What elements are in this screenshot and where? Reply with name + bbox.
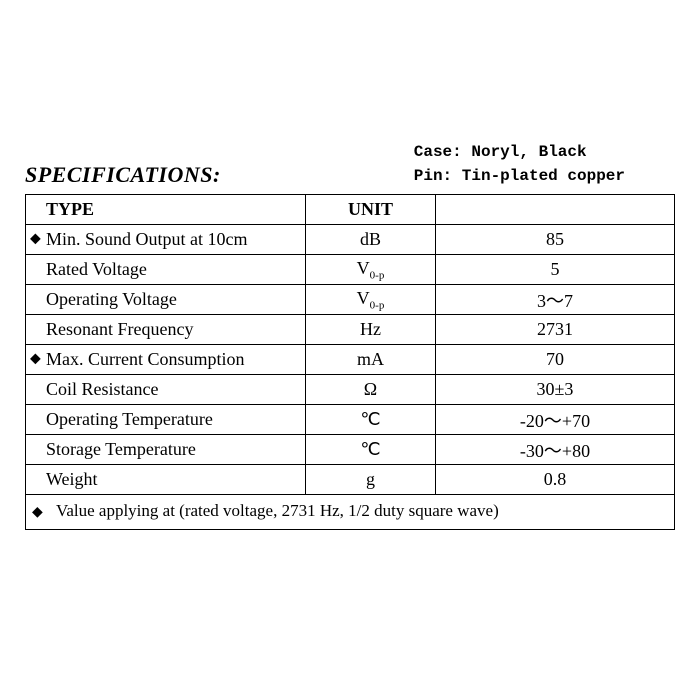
pin-label: Pin: [414, 167, 452, 185]
footnote-row: ◆ Value applying at (rated voltage, 2731… [26, 495, 675, 530]
unit-cell: Ω [306, 375, 436, 405]
table-row: Resonant Frequency Hz2731 [26, 315, 675, 345]
header-row: SPECIFICATIONS: Case: Noryl, Black Pin: … [25, 140, 675, 188]
table-row: ◆ Max. Current Consumption mA70 [26, 345, 675, 375]
table-row: Operating VoltageV0-p3～7 [26, 285, 675, 315]
type-cell: ◆ Min. Sound Output at 10cm [26, 225, 306, 255]
value-cell: 0.8 [436, 465, 675, 495]
section-title: SPECIFICATIONS: [25, 162, 221, 188]
pin-value: Tin-plated copper [462, 167, 625, 185]
value-cell: 3～7 [436, 285, 675, 315]
type-label: Min. Sound Output at 10cm [46, 229, 248, 249]
table-row: Operating Temperature ℃-20～+70 [26, 405, 675, 435]
value-cell: 2731 [436, 315, 675, 345]
unit-main: V [357, 288, 370, 308]
case-label: Case: [414, 143, 462, 161]
value-cell: -30～+80 [436, 435, 675, 465]
unit-main: V [357, 258, 370, 278]
case-value: Noryl, Black [471, 143, 586, 161]
type-cell: Weight [26, 465, 306, 495]
diamond-icon: ◆ [30, 230, 41, 247]
type-label: Operating Voltage [46, 289, 177, 309]
value-cell: 70 [436, 345, 675, 375]
table-row: ◆ Min. Sound Output at 10cm dB85 [26, 225, 675, 255]
type-label: Rated Voltage [46, 259, 147, 279]
table-row: Storage Temperature ℃-30～+80 [26, 435, 675, 465]
type-cell: ◆ Max. Current Consumption [26, 345, 306, 375]
unit-cell: g [306, 465, 436, 495]
unit-cell: ℃ [306, 405, 436, 435]
type-label: Max. Current Consumption [46, 349, 245, 369]
col-header-value [436, 195, 675, 225]
unit-cell: Hz [306, 315, 436, 345]
footnote-text: Value applying at (rated voltage, 2731 H… [56, 501, 499, 520]
unit-sub: 0-p [370, 269, 385, 281]
col-header-type: TYPE [26, 195, 306, 225]
type-label: Weight [46, 469, 98, 489]
type-cell: Resonant Frequency [26, 315, 306, 345]
table-row: Weight g0.8 [26, 465, 675, 495]
value-cell: -20～+70 [436, 405, 675, 435]
spec-table: TYPE UNIT ◆ Min. Sound Output at 10cm dB85… [25, 194, 675, 530]
type-label: Resonant Frequency [46, 319, 193, 339]
spec-sheet: SPECIFICATIONS: Case: Noryl, Black Pin: … [25, 140, 675, 530]
value-cell: 30±3 [436, 375, 675, 405]
type-label: Operating Temperature [46, 409, 213, 429]
type-cell: Storage Temperature [26, 435, 306, 465]
type-cell: Operating Temperature [26, 405, 306, 435]
unit-sub: 0-p [370, 299, 385, 311]
type-label: Storage Temperature [46, 439, 196, 459]
diamond-icon: ◆ [32, 504, 52, 521]
col-header-unit: UNIT [306, 195, 436, 225]
value-cell: 85 [436, 225, 675, 255]
unit-cell: V0-p [306, 285, 436, 315]
unit-cell: V0-p [306, 255, 436, 285]
type-cell: Rated Voltage [26, 255, 306, 285]
unit-cell: ℃ [306, 435, 436, 465]
table-row: Rated VoltageV0-p5 [26, 255, 675, 285]
type-cell: Operating Voltage [26, 285, 306, 315]
material-meta: Case: Noryl, Black Pin: Tin-plated coppe… [414, 140, 625, 188]
unit-cell: dB [306, 225, 436, 255]
type-cell: Coil Resistance [26, 375, 306, 405]
value-cell: 5 [436, 255, 675, 285]
type-label: Coil Resistance [46, 379, 158, 399]
table-row: Coil Resistance Ω30±3 [26, 375, 675, 405]
diamond-icon: ◆ [30, 350, 41, 367]
table-header-row: TYPE UNIT [26, 195, 675, 225]
unit-cell: mA [306, 345, 436, 375]
